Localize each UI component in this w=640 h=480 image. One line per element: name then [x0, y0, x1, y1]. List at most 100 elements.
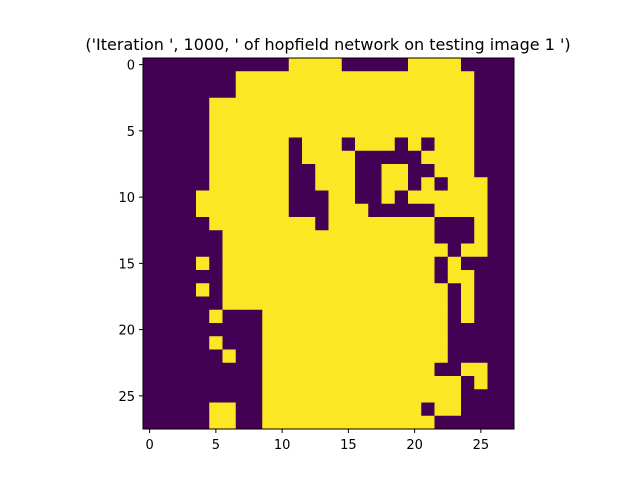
heatmap-cell: [275, 177, 290, 191]
heatmap-cell: [341, 362, 356, 377]
heatmap-cell: [182, 376, 197, 390]
heatmap-cell: [487, 296, 502, 311]
heatmap-cell: [355, 84, 369, 99]
heatmap-cell: [408, 203, 422, 218]
heatmap-cell: [500, 415, 515, 430]
heatmap-cell: [487, 270, 502, 284]
heatmap-cell: [302, 124, 316, 138]
heatmap-cell: [355, 256, 369, 271]
heatmap-cell: [474, 150, 488, 165]
heatmap-cell: [302, 415, 316, 430]
heatmap-cell: [182, 58, 197, 72]
heatmap-cell: [302, 150, 316, 165]
heatmap-cell: [328, 415, 343, 430]
heatmap-cell: [235, 150, 250, 165]
heatmap-cell: [222, 415, 237, 430]
heatmap-cell: [500, 58, 515, 72]
heatmap-cell: [341, 97, 356, 112]
heatmap-cell: [355, 150, 369, 165]
heatmap-cell: [355, 270, 369, 284]
heatmap-cell: [249, 376, 263, 390]
heatmap-cell: [169, 336, 184, 350]
heatmap-cell: [262, 323, 276, 337]
heatmap-cell: [249, 71, 263, 85]
heatmap-cell: [249, 124, 263, 138]
heatmap-cell: [487, 402, 502, 417]
heatmap-cell: [500, 389, 515, 403]
heatmap-cell: [143, 309, 157, 324]
heatmap-cell: [275, 362, 290, 377]
heatmap-cell: [434, 415, 449, 430]
heatmap-cell: [196, 362, 210, 377]
heatmap-cell: [315, 270, 329, 284]
heatmap-cell: [447, 256, 462, 271]
axes: 0 5 10 15 20 25 0 5 10 15 20 25: [118, 57, 515, 453]
heatmap-cell: [143, 336, 157, 350]
heatmap-cell: [341, 323, 356, 337]
heatmap-cell: [235, 124, 250, 138]
heatmap-cell: [434, 270, 449, 284]
heatmap-cell: [328, 203, 343, 218]
heatmap-cell: [447, 124, 462, 138]
heatmap-cell: [461, 84, 475, 99]
heatmap-cell: [209, 389, 223, 403]
heatmap-cell: [275, 336, 290, 350]
heatmap-cell: [209, 203, 223, 218]
heatmap-cell: [487, 415, 502, 430]
heatmap-cell: [355, 124, 369, 138]
heatmap-cell: [408, 256, 422, 271]
heatmap-cell: [182, 97, 197, 112]
heatmap-cell: [434, 362, 449, 377]
heatmap-cell: [302, 137, 316, 152]
heatmap-cell: [209, 336, 223, 350]
heatmap-cell: [381, 230, 396, 244]
heatmap-cell: [196, 177, 210, 191]
heatmap-cell: [143, 362, 157, 377]
heatmap-cell: [262, 164, 276, 178]
heatmap-cell: [156, 58, 170, 72]
heatmap-cell: [421, 296, 435, 311]
heatmap-cell: [461, 58, 475, 72]
heatmap-cell: [341, 243, 356, 258]
heatmap-cell: [222, 177, 237, 191]
heatmap-cell: [182, 243, 197, 258]
heatmap-cell: [447, 323, 462, 337]
heatmap-cell: [143, 203, 157, 218]
heatmap-cell: [474, 230, 488, 244]
heatmap-cell: [474, 309, 488, 324]
x-tick-label: 10: [274, 438, 291, 453]
heatmap-cell: [421, 389, 435, 403]
heatmap-cell: [328, 177, 343, 191]
heatmap-cell: [341, 256, 356, 271]
heatmap-cell: [222, 230, 237, 244]
heatmap-cell: [262, 362, 276, 377]
heatmap-cell: [249, 270, 263, 284]
heatmap-cell: [302, 323, 316, 337]
heatmap-cell: [421, 150, 435, 165]
heatmap-cell: [487, 217, 502, 231]
heatmap-cell: [156, 243, 170, 258]
heatmap-cell: [368, 177, 382, 191]
heatmap-cell: [169, 243, 184, 258]
heatmap-cell: [408, 336, 422, 350]
heatmap-cell: [474, 58, 488, 72]
heatmap-cell: [421, 243, 435, 258]
heatmap-cell: [302, 84, 316, 99]
heatmap-cell: [341, 71, 356, 85]
heatmap-cell: [474, 296, 488, 311]
heatmap-cell: [315, 309, 329, 324]
heatmap-cell: [288, 349, 303, 364]
heatmap-cell: [235, 296, 250, 311]
heatmap-cell: [341, 389, 356, 403]
heatmap-cell: [355, 296, 369, 311]
heatmap-cell: [169, 124, 184, 138]
heatmap-cell: [487, 97, 502, 112]
heatmap-cell: [421, 190, 435, 205]
heatmap-cell: [328, 58, 343, 72]
heatmap-cell: [249, 164, 263, 178]
heatmap-cell: [394, 124, 409, 138]
heatmap-cell: [288, 402, 303, 417]
heatmap-cell: [381, 402, 396, 417]
heatmap-cell: [235, 389, 250, 403]
heatmap-cell: [196, 111, 210, 125]
